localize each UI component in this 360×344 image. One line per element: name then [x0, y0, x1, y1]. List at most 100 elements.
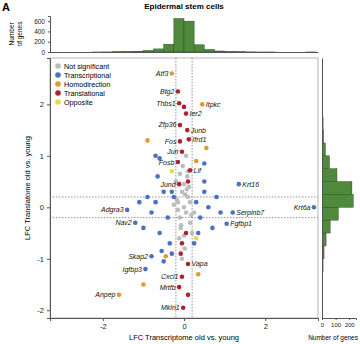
point-label: Itpkc — [206, 101, 221, 109]
legend-marker — [55, 63, 61, 69]
point — [202, 190, 207, 195]
x-axis-title: LFC Transcriptome old vs. young — [129, 333, 239, 342]
point — [190, 231, 195, 236]
tick: 0 — [41, 49, 50, 56]
point — [177, 182, 182, 187]
legend-label: Homodirection — [64, 80, 110, 89]
point — [145, 138, 150, 143]
tick-label: 0 — [40, 203, 44, 212]
tick-mark — [184, 318, 185, 321]
point — [214, 195, 219, 200]
tick-label: 600 — [34, 18, 45, 25]
bar — [123, 51, 133, 52]
bar — [154, 49, 164, 52]
point — [177, 285, 182, 290]
right-histogram — [322, 66, 353, 318]
point — [165, 215, 170, 220]
right-hist-x-title: Number of genes — [308, 334, 359, 342]
point-label: Vapa — [192, 260, 208, 268]
tick-label: 1 — [40, 152, 44, 161]
point — [167, 241, 172, 246]
point-label: Jund — [159, 181, 176, 188]
tick: 600 — [34, 18, 50, 25]
plot-frame — [50, 58, 318, 318]
point — [200, 102, 205, 107]
point — [180, 164, 185, 169]
point — [187, 137, 192, 142]
point — [202, 179, 207, 184]
point — [188, 168, 193, 173]
tick-mark — [48, 42, 50, 43]
point-label: Btg2 — [160, 88, 175, 96]
point-label: Ier2 — [190, 110, 202, 117]
point — [180, 275, 185, 280]
bar — [322, 220, 330, 233]
point — [141, 226, 146, 231]
bar — [113, 51, 123, 52]
bar — [133, 51, 143, 52]
point — [194, 159, 199, 164]
point — [161, 190, 166, 195]
bar — [306, 51, 316, 52]
tick-mark — [336, 318, 337, 320]
point — [185, 187, 190, 192]
point — [182, 182, 187, 187]
bar — [204, 49, 214, 52]
tick: 0 — [40, 203, 50, 212]
axis-line — [47, 59, 51, 319]
bar — [245, 51, 255, 52]
tick-mark — [48, 31, 50, 32]
bar — [103, 51, 113, 52]
point-label: Junb — [190, 127, 206, 134]
point — [178, 215, 183, 220]
series — [117, 71, 209, 297]
bar — [322, 156, 329, 169]
tick-label: 0 — [182, 322, 186, 331]
tick-label: 0 — [41, 49, 45, 56]
point-label: Skap2 — [128, 253, 148, 261]
point — [192, 210, 197, 215]
point — [185, 128, 190, 133]
tick-label: 400 — [34, 28, 45, 35]
bar — [214, 51, 224, 52]
point-label: Thbs1 — [156, 100, 176, 107]
point — [155, 174, 160, 179]
point — [186, 179, 191, 184]
tick-mark — [47, 104, 50, 105]
bar — [225, 51, 235, 52]
point-label: Zfp36 — [158, 121, 177, 129]
point — [137, 200, 142, 205]
point — [184, 111, 189, 116]
cutoff-line — [50, 197, 318, 198]
y-axis: -2-1012 — [37, 59, 50, 319]
point-label: Cxcl1 — [161, 273, 179, 280]
point — [179, 223, 184, 228]
point-labels: Krt6aKrt16Serpinb7Fgfbp1Adgra3Nav2Skap2I… — [94, 70, 310, 311]
tick-mark — [48, 21, 50, 22]
cutoff-line — [192, 58, 193, 318]
point-label: Nav2 — [115, 219, 131, 226]
point — [230, 210, 235, 215]
bar — [286, 52, 296, 53]
tick-mark — [47, 156, 50, 157]
point — [188, 200, 193, 205]
chart: AEpidermal stem cells-202-2-1012LFC Tran… — [0, 0, 360, 344]
point — [186, 293, 191, 298]
tick: -2 — [37, 306, 50, 315]
title-line: Number — [8, 22, 15, 46]
point-label: Atf3 — [155, 70, 169, 77]
panel-label: A — [2, 1, 10, 13]
top-hist-y-axis: 0200400600 — [34, 17, 50, 56]
tick-mark — [265, 318, 266, 321]
bar — [322, 207, 338, 220]
tick: 0 — [321, 318, 325, 328]
legend-label: Transcriptional — [64, 71, 111, 80]
point — [196, 272, 201, 277]
point — [172, 195, 177, 200]
point — [143, 267, 148, 272]
series — [125, 154, 316, 272]
top-hist-y-title: Numberof genes — [8, 21, 24, 47]
point — [224, 221, 229, 226]
point — [149, 254, 154, 259]
point-label: Anpep — [94, 291, 115, 299]
